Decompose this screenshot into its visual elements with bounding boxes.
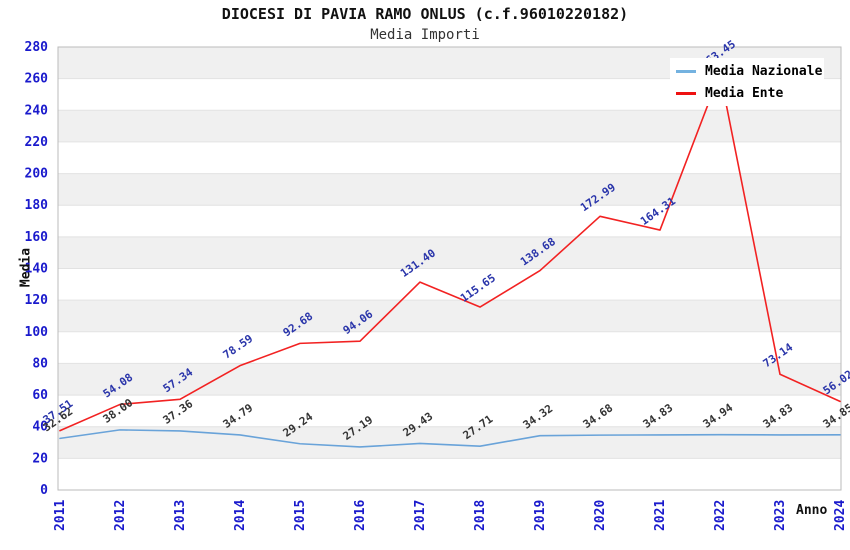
point-label-ente: 78.59 <box>221 332 256 362</box>
y-tick-label: 40 <box>32 420 48 435</box>
grid-band <box>58 110 841 142</box>
x-axis-title: Anno <box>796 503 828 518</box>
x-tick-label: 2021 <box>653 500 668 531</box>
x-tick-label: 2016 <box>353 500 368 531</box>
legend-item-ente: Media Ente <box>676 82 824 104</box>
y-axis-title: Media <box>18 247 34 288</box>
y-tick-label: 260 <box>25 72 49 87</box>
x-tick-label: 2017 <box>413 500 428 531</box>
x-tick-label: 2011 <box>53 500 68 531</box>
x-tick-label: 2019 <box>533 500 548 531</box>
chart-subtitle: Media Importi <box>370 27 480 43</box>
legend-label: Media Nazionale <box>705 63 823 79</box>
y-tick-label: 80 <box>32 356 48 371</box>
legend: Media Nazionale Media Ente <box>670 58 824 106</box>
plot-border <box>57 46 842 491</box>
series-line-nazionale <box>59 429 841 448</box>
x-tick-label: 2014 <box>233 500 248 531</box>
x-tick-label: 2018 <box>473 500 488 531</box>
point-label-nazionale: 37.36 <box>161 397 196 427</box>
y-tick-label: 20 <box>32 451 48 466</box>
y-tick-label: 0 <box>40 483 48 498</box>
grid-band <box>58 236 841 269</box>
x-tick-label: 2012 <box>113 500 128 531</box>
y-tick-label: 220 <box>25 135 49 150</box>
x-tick-label: 2023 <box>773 500 788 531</box>
y-tick-label: 200 <box>25 167 49 182</box>
legend-label: Media Ente <box>705 85 784 101</box>
point-label-nazionale: 34.94 <box>701 401 736 431</box>
grid-band <box>58 363 841 396</box>
ente-line-swatch-icon <box>676 91 696 95</box>
nazionale-line-swatch-icon <box>676 69 696 73</box>
grid-band <box>58 300 841 332</box>
y-tick-label: 100 <box>25 325 49 340</box>
y-tick-label: 120 <box>25 293 49 308</box>
x-tick-label: 2022 <box>713 500 728 531</box>
y-tick-label: 160 <box>25 230 49 245</box>
point-label-nazionale: 38.00 <box>101 396 136 426</box>
x-tick-label: 2020 <box>593 500 608 531</box>
grid-band <box>58 173 841 206</box>
x-tick-label: 2015 <box>293 500 308 531</box>
y-tick-label: 280 <box>25 40 49 55</box>
y-tick-label: 140 <box>25 262 49 277</box>
x-tick-label: 2013 <box>173 500 188 531</box>
y-tick-label: 60 <box>32 388 48 403</box>
y-tick-label: 240 <box>25 103 49 118</box>
x-tick-label: 2024 <box>833 500 848 531</box>
chart-title: DIOCESI DI PAVIA RAMO ONLUS (c.f.9601022… <box>221 5 629 23</box>
legend-item-nazionale: Media Nazionale <box>676 60 824 82</box>
y-tick-label: 180 <box>25 198 49 213</box>
